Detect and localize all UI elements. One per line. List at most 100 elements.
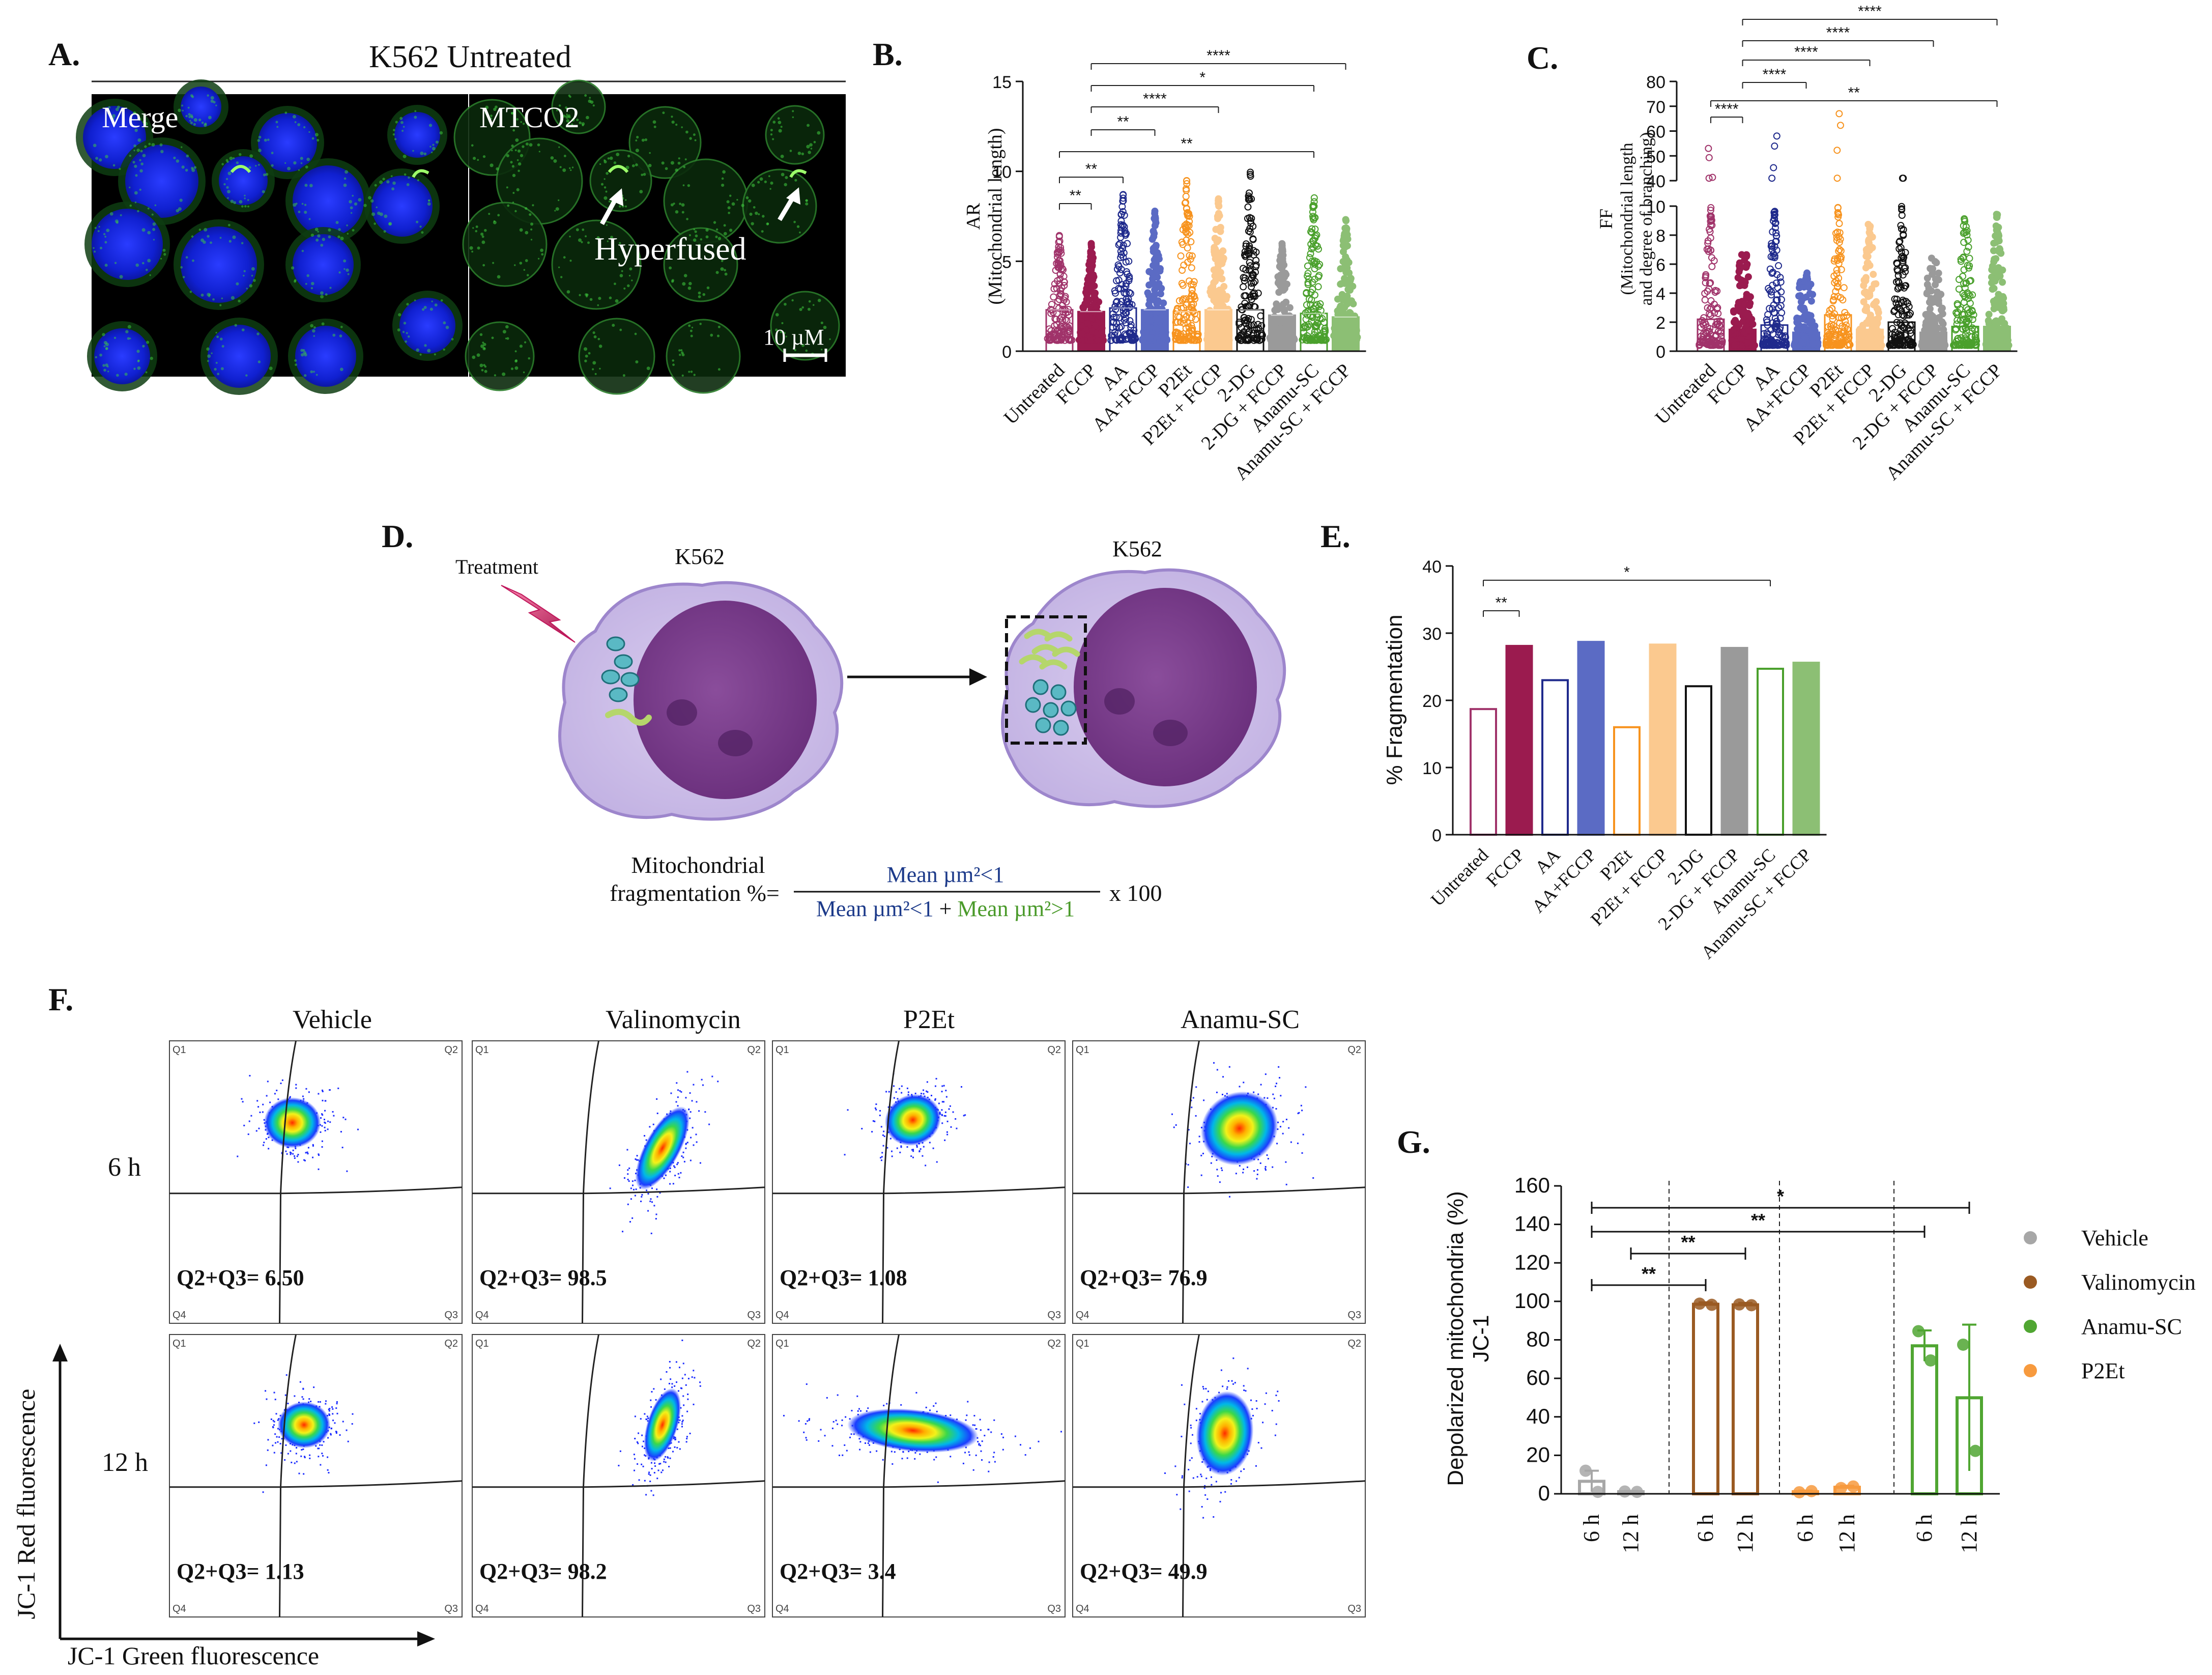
data-point [1766,265,1774,273]
speckle [775,328,778,331]
event-dot [690,1111,692,1113]
speckle [609,296,612,300]
speckle [335,221,339,224]
data-point [1244,249,1252,257]
data-point [1990,285,1998,292]
event-dot [294,1157,296,1159]
event-dot [294,1155,296,1157]
data-point [1935,297,1942,304]
data-point [1083,314,1091,321]
cell-outline [462,202,548,287]
speckle [555,207,559,211]
data-point [1309,286,1316,293]
data-point [1275,289,1283,296]
data-point [1210,266,1218,274]
speckle [510,161,513,164]
data-point [1247,266,1254,273]
event-dot [628,1167,630,1169]
data-point [1304,262,1311,270]
data-point [1861,306,1869,314]
data-point [1110,314,1118,321]
quadrant-label: Q1 [1076,1044,1089,1056]
y-tick-label: 50 [1646,147,1665,166]
speckle [190,94,193,97]
event-dot [655,1213,657,1215]
speckle [139,169,143,173]
data-point [1117,251,1125,259]
speckle [605,190,608,193]
data-point [1310,198,1318,206]
speckle [212,298,215,301]
speckle [137,366,141,370]
speckle [144,122,148,126]
speckle [558,266,560,268]
event-dot [1243,1168,1245,1170]
speckle [257,139,261,142]
event-dot [302,1095,304,1097]
event-dot [337,1087,339,1089]
event-dot [312,1145,314,1147]
speckle [641,138,645,142]
data-point [1204,329,1212,336]
data-point [1126,303,1134,311]
speckle [510,367,513,371]
speckle [392,133,395,136]
data-point [1126,275,1133,282]
event-dot [305,1152,307,1154]
speckle [142,121,145,124]
speckle [135,263,139,267]
speckle [729,229,733,232]
y-tick-label: 10 [1422,759,1442,778]
speckle [683,165,686,168]
speckle [581,241,583,243]
data-point [1183,205,1191,212]
speckle [416,348,420,352]
speckle [395,121,398,124]
speckle [687,184,691,187]
speckle [528,357,530,360]
data-point [1245,250,1253,258]
speckle [726,200,730,204]
data-point [1776,315,1784,322]
data-point [1247,316,1255,323]
data-point [1213,321,1220,329]
data-point [1154,318,1162,326]
event-dot [622,1231,624,1233]
speckle [812,304,815,306]
speckle [681,374,684,377]
data-point [1215,296,1223,304]
event-dot [1253,1170,1255,1172]
speckle [652,120,656,124]
event-dot [895,1091,897,1093]
event-dot [674,1175,676,1177]
speckle [244,205,247,208]
data-point [1220,321,1227,329]
speckle [799,307,802,311]
speckle [512,192,515,194]
event-dot [844,1154,846,1156]
data-point [1191,295,1199,303]
data-point [1184,221,1191,229]
speckle [427,349,431,353]
data-point [1809,339,1817,347]
speckle [717,325,721,328]
label-k562-before: K562 [675,544,725,569]
event-dot [1301,1110,1303,1112]
speckle [639,190,643,194]
speckle [497,214,500,217]
speckle [430,151,433,154]
data-point [1080,304,1087,312]
data-point [1242,266,1250,274]
data-point [1249,236,1257,243]
speckle [178,108,181,112]
speckle [783,332,786,334]
event-dot [910,1155,912,1157]
event-dot [649,1200,651,1202]
data-point [1251,326,1258,334]
data-point [1774,342,1782,349]
event-dot [717,1081,719,1083]
speckle [241,242,244,244]
event-dot [267,1439,269,1441]
event-dot [1267,1097,1269,1099]
speckle [518,162,522,166]
